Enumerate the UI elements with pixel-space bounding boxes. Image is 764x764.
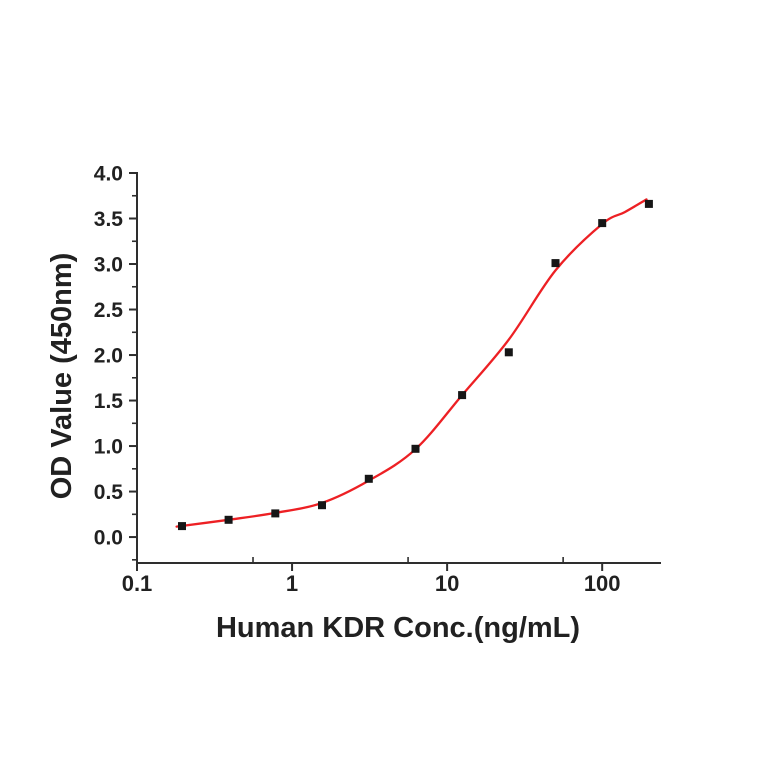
y-tick-label: 1.0 xyxy=(94,436,123,459)
y-tick-label: 4.0 xyxy=(94,163,123,186)
data-point-marker xyxy=(504,348,513,357)
data-points-layer xyxy=(178,199,653,531)
y-tick-label: 1.5 xyxy=(94,390,124,413)
data-point-marker xyxy=(178,522,186,531)
x-tick-label: 10 xyxy=(435,571,459,596)
x-axis-title: Human KDR Conc.(ng/mL) xyxy=(216,612,580,644)
y-tick-label: 0.0 xyxy=(94,527,123,550)
x-tick-label: 1 xyxy=(286,571,298,596)
data-point-marker xyxy=(318,501,326,510)
y-tick-label: 3.0 xyxy=(94,254,123,277)
data-point-marker xyxy=(411,444,420,453)
data-point-marker xyxy=(364,474,373,483)
y-axis-ticks: 0.0 0.5 1.0 1.5 2.0 2.5 3.0 3.5 4.0 xyxy=(94,163,137,561)
x-tick-label: 0.1 xyxy=(122,571,153,596)
y-tick-label: 0.5 xyxy=(94,481,124,504)
data-point-marker xyxy=(271,509,280,518)
x-tick-label: 100 xyxy=(584,571,621,596)
data-point-marker xyxy=(644,199,653,208)
data-point-marker xyxy=(458,391,467,400)
x-axis-ticks: 0.1 1 10 100 xyxy=(122,557,621,596)
y-tick-label: 2.0 xyxy=(94,345,123,368)
y-tick-label: 3.5 xyxy=(94,208,124,231)
fit-curve xyxy=(175,198,648,528)
fit-curve-layer xyxy=(175,198,648,528)
y-axis-title: OD Value (450nm) xyxy=(46,253,78,500)
data-point-marker xyxy=(551,259,560,268)
data-point-marker xyxy=(224,515,233,524)
axes xyxy=(136,172,661,564)
y-tick-label: 2.5 xyxy=(94,299,124,322)
data-point-marker xyxy=(598,219,607,228)
